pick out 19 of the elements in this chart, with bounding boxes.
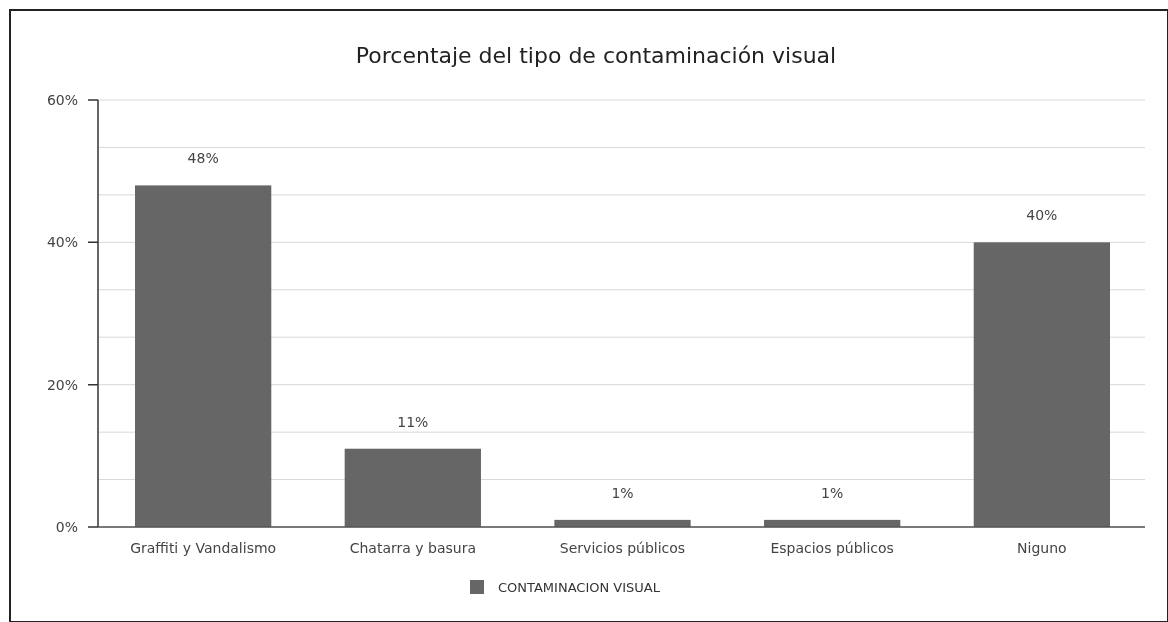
x-tick-label: Espacios públicos <box>770 540 894 556</box>
bar <box>344 448 481 527</box>
x-tick-label: Niguno <box>1017 540 1067 556</box>
y-tick-label: 0% <box>55 519 78 535</box>
y-tick-label: 20% <box>46 376 78 393</box>
x-tick-label: Servicios públicos <box>559 540 686 556</box>
x-tick-label: Chatarra y basura <box>349 540 476 556</box>
bar <box>973 242 1110 527</box>
text: 48% <box>187 150 219 167</box>
chart-title: Porcentaje del tipo de contaminación visual <box>355 43 837 68</box>
bar <box>135 185 272 527</box>
text: 40% <box>1026 207 1058 224</box>
text: 1% <box>611 484 634 501</box>
x-tick-label: Graffiti y Vandalismo <box>130 540 277 556</box>
y-tick-label: 40% <box>46 234 78 251</box>
legend-label: CONTAMINACION VISUAL <box>498 580 661 595</box>
text: 11% <box>397 413 429 430</box>
y-tick-label: 60% <box>46 92 78 108</box>
text: 1% <box>821 484 844 501</box>
